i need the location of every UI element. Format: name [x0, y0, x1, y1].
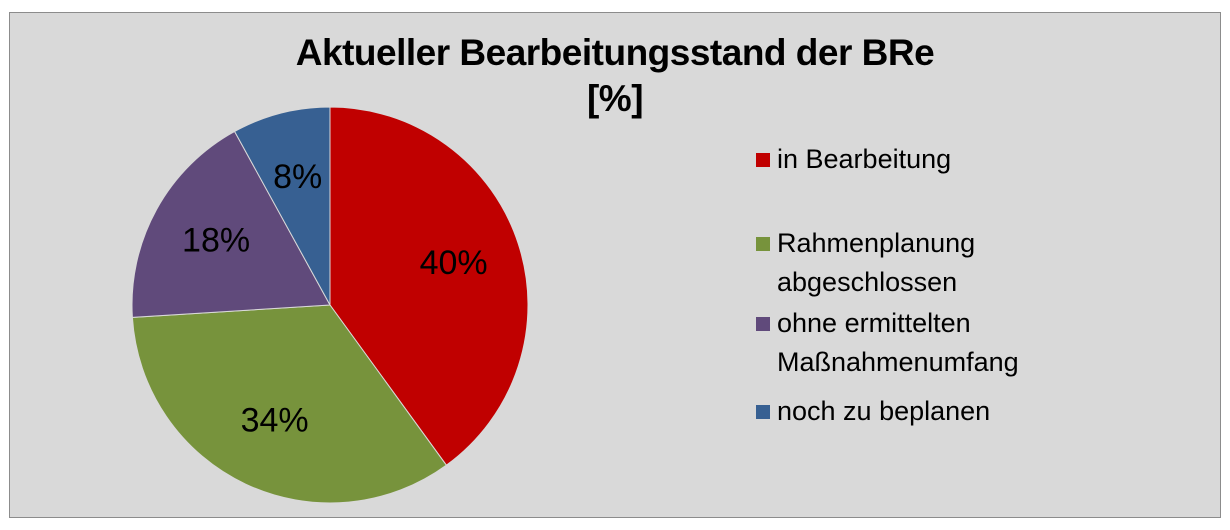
pie-data-label-rahmenplanung-abgeschlossen: 34%: [241, 402, 309, 440]
pie-slices: [131, 106, 529, 504]
legend-item-in-bearbeitung: in Bearbeitung: [756, 140, 951, 179]
legend-item-noch-zu-beplanen: noch zu beplanen: [756, 392, 990, 431]
pie-slice-rahmenplanung-abgeschlossen: [131, 304, 448, 504]
pie-slice-noch-zu-beplanen: [233, 106, 331, 306]
legend-swatch-ohne-ermittelten-massnahmenumfang: [756, 317, 770, 331]
chart-title-line-1: Aktueller Bearbeitungsstand der BRe: [295, 32, 935, 73]
pie-data-label-in-bearbeitung: 40%: [420, 244, 488, 282]
legend-swatch-rahmenplanung-abgeschlossen: [756, 237, 770, 251]
legend-swatch-in-bearbeitung: [756, 153, 770, 167]
legend-label-in-bearbeitung: in Bearbeitung: [777, 144, 952, 174]
legend-label-noch-zu-beplanen: noch zu beplanen: [777, 396, 991, 426]
legend-label-rahmenplanung-abgeschlossen: Rahmenplanung abgeschlossen: [777, 228, 976, 297]
pie-data-label-ohne-ermittelten-massnahmenumfang: 18%: [182, 221, 250, 259]
legend-swatch-noch-zu-beplanen: [756, 405, 770, 419]
chart-title-line-2: [%]: [586, 78, 644, 119]
chart-title: Aktueller Bearbeitungsstand der BRe [%]: [0, 30, 1230, 122]
legend-label-ohne-ermittelten-massnahmenumfang: ohne ermittelten Maßnahmenumfang: [777, 308, 1019, 377]
pie-data-labels: 40% 34% 18% 8%: [182, 158, 488, 440]
pie-slice-ohne-ermittelten-massnahmenumfang: [131, 130, 331, 318]
legend-item-ohne-ermittelten-massnahmenumfang: ohne ermittelten Maßnahmenumfang: [756, 304, 1019, 382]
pie-slice-in-bearbeitung: [329, 106, 529, 466]
legend-item-rahmenplanung-abgeschlossen: Rahmenplanung abgeschlossen: [756, 224, 975, 302]
pie-data-label-noch-zu-beplanen: 8%: [273, 158, 322, 196]
